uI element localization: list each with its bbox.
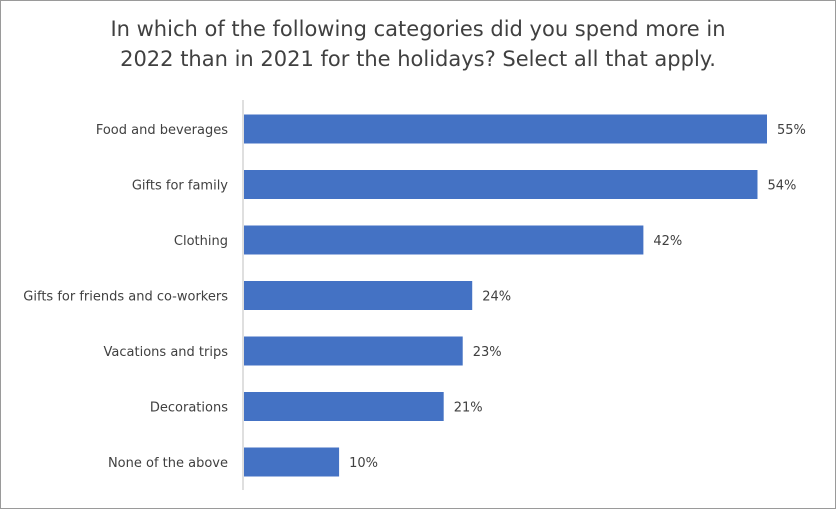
category-label-2: Clothing	[174, 234, 228, 249]
bar-1	[244, 170, 758, 199]
data-label-2: 42%	[653, 234, 682, 249]
category-label-5: Decorations	[150, 401, 228, 416]
bar-4	[244, 336, 463, 366]
category-label-0: Food and beverages	[96, 123, 228, 138]
data-label-6: 10%	[349, 456, 378, 471]
bar-0	[244, 114, 767, 144]
bar-2	[244, 225, 644, 255]
chart-title: In which of the following categories did…	[0, 14, 836, 74]
bar-5	[244, 392, 444, 421]
data-label-4: 23%	[473, 345, 502, 360]
bar-3	[244, 281, 473, 310]
chart-title-line-1: In which of the following categories did…	[110, 17, 726, 41]
data-label-5: 21%	[454, 401, 483, 416]
category-label-1: Gifts for family	[132, 179, 228, 194]
bars-group	[244, 114, 767, 477]
bar-6	[244, 447, 340, 477]
chart-title-line-2: 2022 than in 2021 for the holidays? Sele…	[120, 47, 716, 71]
category-labels-group: Food and beverages Gifts for family Clothi…	[23, 123, 228, 471]
data-label-1: 54%	[767, 179, 796, 194]
data-labels-group: 55% 54% 42% 24% 23% 21% 10%	[349, 123, 806, 471]
category-label-3: Gifts for friends and co-workers	[23, 290, 228, 305]
data-label-3: 24%	[482, 290, 511, 305]
category-label-6: None of the above	[108, 456, 228, 471]
data-label-0: 55%	[777, 123, 806, 138]
category-label-4: Vacations and trips	[104, 345, 229, 360]
